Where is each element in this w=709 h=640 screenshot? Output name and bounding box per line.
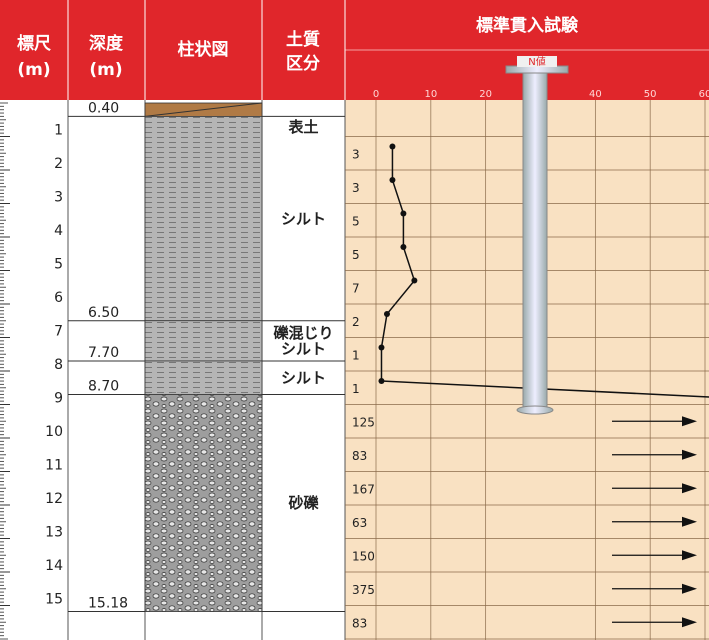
n-value-label: 5 — [352, 248, 360, 262]
soil-name: 礫混じりシルト — [262, 325, 345, 357]
scale-label: 13 — [45, 525, 63, 541]
depth-label: 15.18 — [88, 596, 128, 612]
soil-name-text: シルト — [280, 368, 326, 387]
header-soil: 土質 — [286, 29, 320, 50]
n-value-label: 2 — [352, 315, 360, 329]
topsoil-hatch — [144, 102, 263, 117]
n-value-label: 167 — [352, 482, 375, 496]
n-value-label: 63 — [352, 516, 367, 530]
soil-name-text: 礫混じりシルト — [273, 323, 334, 358]
depth-label: 6.50 — [88, 305, 119, 321]
scale-label: 15 — [45, 592, 63, 608]
x-tick-label: 10 — [424, 89, 437, 100]
header-spt: 標準貫入試験 — [476, 15, 579, 36]
header-column: 柱状図 — [178, 39, 229, 60]
x-tick-label: 40 — [589, 89, 602, 100]
depth-label: 8.70 — [88, 378, 119, 394]
scale-label: 1 — [54, 123, 63, 139]
soil-name: シルト — [262, 370, 345, 386]
n-value-label: 7 — [352, 281, 360, 295]
scale-label: 11 — [45, 458, 63, 474]
n-arrow-head — [682, 617, 697, 628]
n-value-label: 3 — [352, 147, 360, 161]
scale-label: 5 — [54, 257, 63, 273]
soil-name: 表土 — [262, 119, 345, 135]
layer-silt — [144, 320, 263, 362]
n-value-label: 375 — [352, 583, 375, 597]
sampler: N値 — [505, 55, 569, 415]
scale-label: 12 — [45, 491, 63, 507]
n-arrow-head — [682, 516, 697, 527]
n-value-label: 150 — [352, 549, 375, 563]
scale-label: 14 — [45, 558, 63, 574]
soil-name-text: シルト — [280, 209, 326, 228]
layer-silt — [144, 360, 263, 395]
scale-label: 3 — [54, 190, 63, 206]
header-scale-unit: (m) — [17, 60, 50, 80]
n-arrow-head — [682, 416, 697, 427]
n-arrow-head — [682, 550, 697, 561]
header-depth-unit: (m) — [89, 60, 122, 80]
scale-label: 4 — [54, 223, 63, 239]
n-label: N値 — [528, 55, 545, 68]
scale-label: 9 — [54, 391, 63, 407]
n-arrow-head — [682, 583, 697, 594]
soil-name-text: 砂礫 — [288, 493, 319, 512]
x-tick-label: 20 — [479, 89, 492, 100]
header-depth: 深度 — [89, 33, 124, 54]
soil-name: 砂礫 — [262, 495, 345, 511]
header-scale: 標尺 — [17, 33, 51, 54]
header-soil2: 区分 — [286, 54, 320, 74]
n-value-label: 83 — [352, 616, 367, 630]
x-tick-label: 0 — [373, 89, 379, 100]
soil-name: シルト — [262, 211, 345, 227]
n-arrow-head — [682, 483, 697, 494]
x-tick-label: 60 — [699, 89, 709, 100]
depth-label: 7.70 — [88, 345, 119, 361]
n-value-label: 3 — [352, 181, 360, 195]
n-value-label: 83 — [352, 449, 367, 463]
n-line — [380, 146, 416, 382]
n-value-label: 1 — [352, 348, 360, 362]
soil-name-text: 表土 — [288, 118, 319, 137]
layer-silt — [144, 116, 263, 322]
n-arrow-head — [682, 449, 697, 460]
header-lines — [67, 0, 346, 100]
scale-label: 6 — [54, 290, 63, 306]
scale-label: 10 — [45, 424, 63, 440]
scale-label: 7 — [54, 324, 63, 340]
n-value-label: 5 — [352, 214, 360, 228]
scale-label: 8 — [54, 357, 63, 373]
n-value-label: 1 — [352, 382, 360, 396]
scale-label: 2 — [54, 156, 63, 172]
marks: 1234567891011121314150.406.507.708.7015.… — [0, 89, 709, 640]
depth-label: 0.40 — [88, 100, 119, 116]
x-tick-label: 50 — [644, 89, 657, 100]
n-value-label: 125 — [352, 415, 375, 429]
layer-gravel — [144, 394, 263, 612]
